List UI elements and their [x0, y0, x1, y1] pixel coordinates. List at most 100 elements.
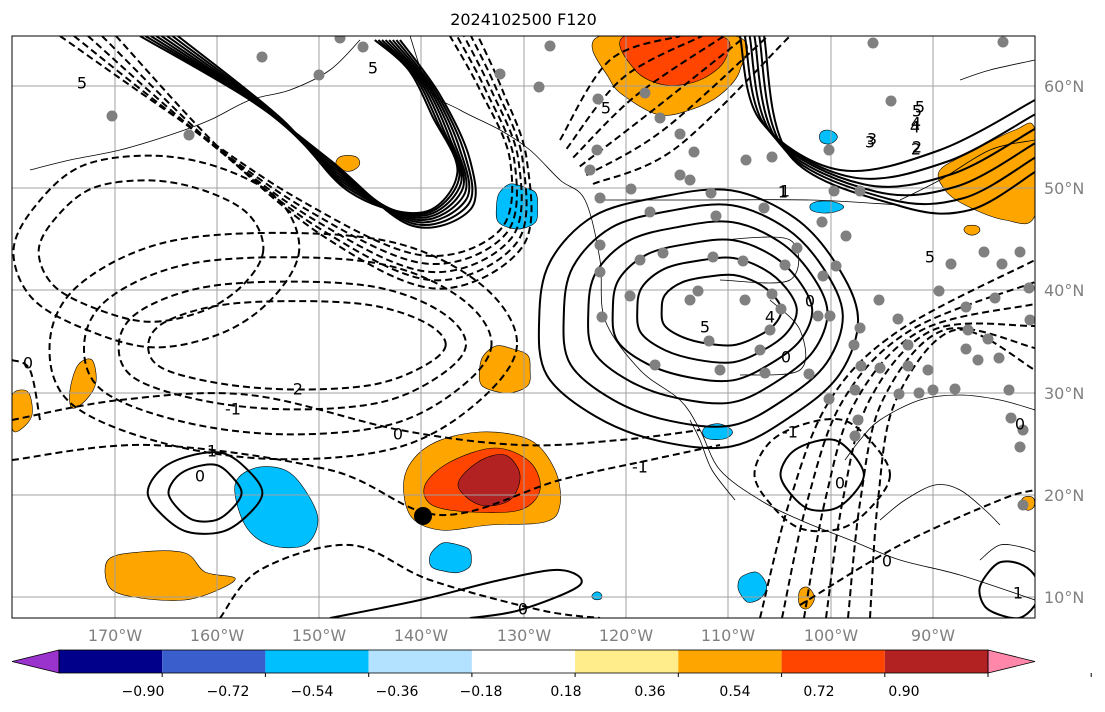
colorbar-tick-label: 0.90	[888, 684, 920, 700]
station-dot	[1014, 441, 1026, 453]
negative-contour-line	[825, 322, 1035, 618]
station-dot	[945, 258, 957, 270]
colorbar-tick-label: −0.72	[206, 684, 250, 700]
cyan-anomaly-patch	[819, 129, 838, 145]
station-dot	[594, 192, 606, 204]
station-dot	[533, 81, 545, 93]
contour-label: 0	[393, 425, 403, 444]
contour-label: 0	[195, 467, 205, 486]
colorbar-tick-label: −0.90	[121, 684, 165, 700]
negative-contour-line	[101, 36, 528, 282]
positive-contour-ring	[779, 438, 865, 512]
station-dot	[1017, 424, 1029, 436]
contour-label: 4	[765, 308, 775, 327]
zero-contour-line	[799, 489, 1035, 606]
lon-label-160w: 160°W	[189, 626, 245, 645]
positive-contour-line	[763, 36, 1035, 215]
positive-contour-line	[177, 36, 459, 215]
lon-label-170w: 170°W	[87, 626, 143, 645]
station-dot	[1005, 412, 1017, 424]
colorbar-segment	[575, 650, 679, 673]
negative-contour-ring	[83, 256, 493, 436]
shaded-anomaly-layer	[12, 36, 1035, 610]
negative-contour-line	[585, 36, 769, 177]
station-dot	[972, 354, 984, 366]
contour-label: 4	[910, 118, 920, 137]
arctic-coastline	[959, 59, 1035, 81]
positive-contour-ring	[611, 238, 814, 383]
negative-contour-line	[219, 543, 601, 618]
lon-label-90w: 90°W	[910, 626, 956, 645]
station-dot	[334, 36, 346, 44]
station-dot	[854, 185, 866, 197]
station-dot	[867, 37, 879, 49]
station-dot	[849, 430, 861, 442]
station-dot	[657, 247, 669, 259]
station-dot	[766, 288, 778, 300]
negative-contour-ring	[147, 300, 447, 391]
darkred-anomaly-patch	[457, 454, 521, 507]
station-dot	[705, 187, 717, 199]
station-dot	[634, 254, 646, 266]
station-dot	[674, 169, 686, 181]
state-border	[719, 236, 800, 284]
colorbar-tick-label: −0.54	[290, 684, 334, 700]
cyan-anomaly-patch	[737, 571, 768, 603]
station-dot	[849, 384, 861, 396]
negative-contour-ring	[753, 417, 892, 533]
contour-label: -1	[225, 400, 241, 419]
negative-contour-line	[12, 443, 721, 517]
station-dot	[544, 40, 556, 52]
station-dot	[997, 36, 1009, 48]
contour-label: 0	[518, 600, 528, 619]
contour-label: 5	[601, 99, 611, 118]
station-dot	[766, 151, 778, 163]
negative-contour-line	[12, 359, 41, 421]
station-dot	[823, 393, 835, 405]
storm-center-marker	[414, 507, 432, 525]
station-dot	[803, 368, 815, 380]
lon-label-130w: 130°W	[496, 626, 552, 645]
lat-label-10n: 10°N	[1044, 588, 1085, 607]
cyan-anomaly-patch	[591, 591, 603, 601]
contour-label: 0	[805, 292, 815, 311]
station-dot	[960, 301, 972, 313]
contour-label: -1	[782, 423, 798, 442]
station-dot	[591, 144, 603, 156]
positive-contour-ring	[660, 273, 783, 347]
station-dot	[644, 206, 656, 218]
station-dot	[933, 285, 945, 297]
station-dot	[654, 112, 666, 124]
orange-anomaly-patch	[12, 389, 33, 433]
contour-label: 5	[700, 318, 710, 337]
station-dot	[594, 239, 606, 251]
contour-layer	[12, 36, 1035, 618]
lon-label-120w: 120°W	[598, 626, 654, 645]
station-dot	[740, 154, 752, 166]
negative-contour-ring	[48, 231, 519, 461]
station-dot	[775, 303, 787, 315]
cyan-anomaly-patch	[234, 466, 319, 549]
gulf-coastline	[844, 394, 1035, 461]
station-dot	[823, 144, 835, 156]
station-dot	[674, 128, 686, 140]
station-dot	[902, 339, 914, 351]
colorbar-segment	[471, 650, 576, 673]
contour-label: 1	[780, 182, 790, 201]
lat-label-50n: 50°N	[1044, 179, 1085, 198]
lon-label-140w: 140°W	[393, 626, 449, 645]
lat-label-20n: 20°N	[1044, 486, 1085, 505]
contour-label: 0	[1015, 415, 1025, 434]
plot-frame	[11, 35, 1036, 619]
colorbar-segment	[265, 650, 369, 673]
north-america-west-coastline	[409, 36, 1035, 601]
station-dots-layer	[106, 36, 1035, 511]
positive-contour-ring	[562, 203, 844, 428]
negative-contour-ring	[12, 154, 301, 349]
station-dot	[927, 384, 939, 396]
station-dot	[816, 216, 828, 228]
contour-label: 0	[882, 552, 892, 571]
contour-label: 5	[368, 59, 378, 78]
orange-anomaly-patch	[104, 550, 236, 601]
